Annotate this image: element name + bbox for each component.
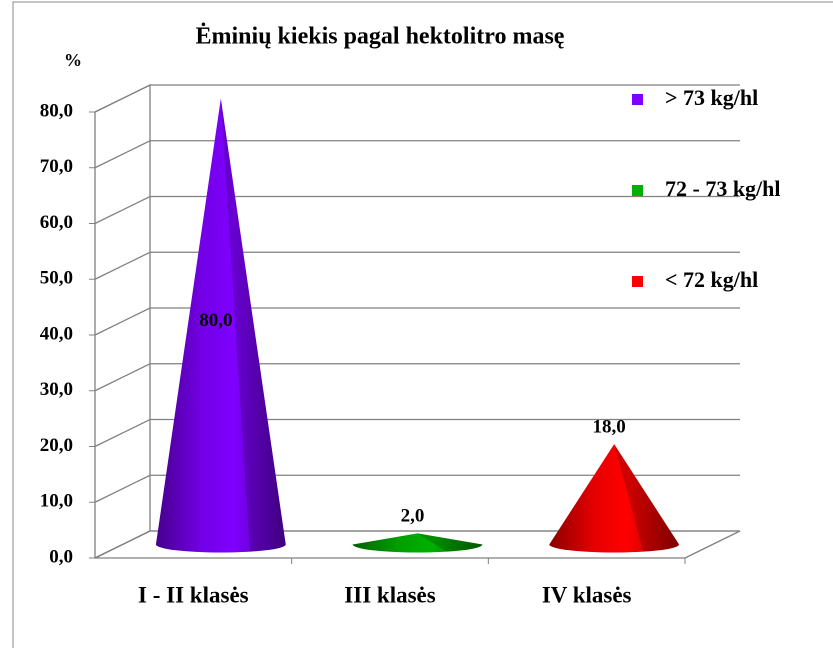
y-tick-label: 20,0 [40, 435, 73, 456]
cone [352, 533, 483, 553]
legend-label: > 73 kg/hl [665, 85, 758, 110]
y-tick-label: 0,0 [49, 546, 73, 567]
y-tick-label: 70,0 [40, 156, 73, 177]
grid-line [94, 530, 740, 559]
grid-line [94, 195, 740, 225]
x-tick-label: III klasės [344, 582, 435, 607]
cone-shade [220, 98, 286, 552]
grid-line [94, 84, 740, 113]
grid-line [94, 307, 740, 336]
x-tick-label: I - II klasės [138, 582, 249, 607]
grid-line [94, 251, 740, 280]
y-axis-label: % [64, 50, 82, 70]
legend-label: < 72 kg/hl [665, 267, 758, 292]
y-tick-label: 80,0 [40, 100, 73, 121]
y-tick-label: 60,0 [40, 212, 73, 233]
y-tick-label: 40,0 [40, 323, 73, 344]
legend-label: 72 - 73 kg/hl [665, 176, 781, 201]
frame [12, 1, 833, 648]
cone-shade [614, 444, 680, 552]
y-tick-label: 30,0 [40, 379, 73, 400]
grid-line [94, 363, 740, 392]
chart-title: Ėminių kiekis pagal hektolitro masę [196, 24, 565, 50]
grid-line [94, 140, 740, 169]
value-label: 80,0 [199, 310, 232, 331]
legend-swatch [632, 276, 643, 287]
y-tick-label: 50,0 [40, 268, 73, 289]
x-tick-label: IV klasės [542, 582, 632, 607]
legend-swatch [632, 94, 643, 105]
legend-swatch [632, 185, 643, 196]
value-label: 18,0 [593, 417, 626, 438]
value-label: 2,0 [401, 506, 425, 527]
grid-line [94, 418, 740, 448]
cone [155, 98, 286, 553]
cone [549, 444, 680, 553]
cone-shade [417, 533, 483, 552]
y-tick-label: 10,0 [40, 491, 73, 512]
grid-line [94, 474, 740, 503]
